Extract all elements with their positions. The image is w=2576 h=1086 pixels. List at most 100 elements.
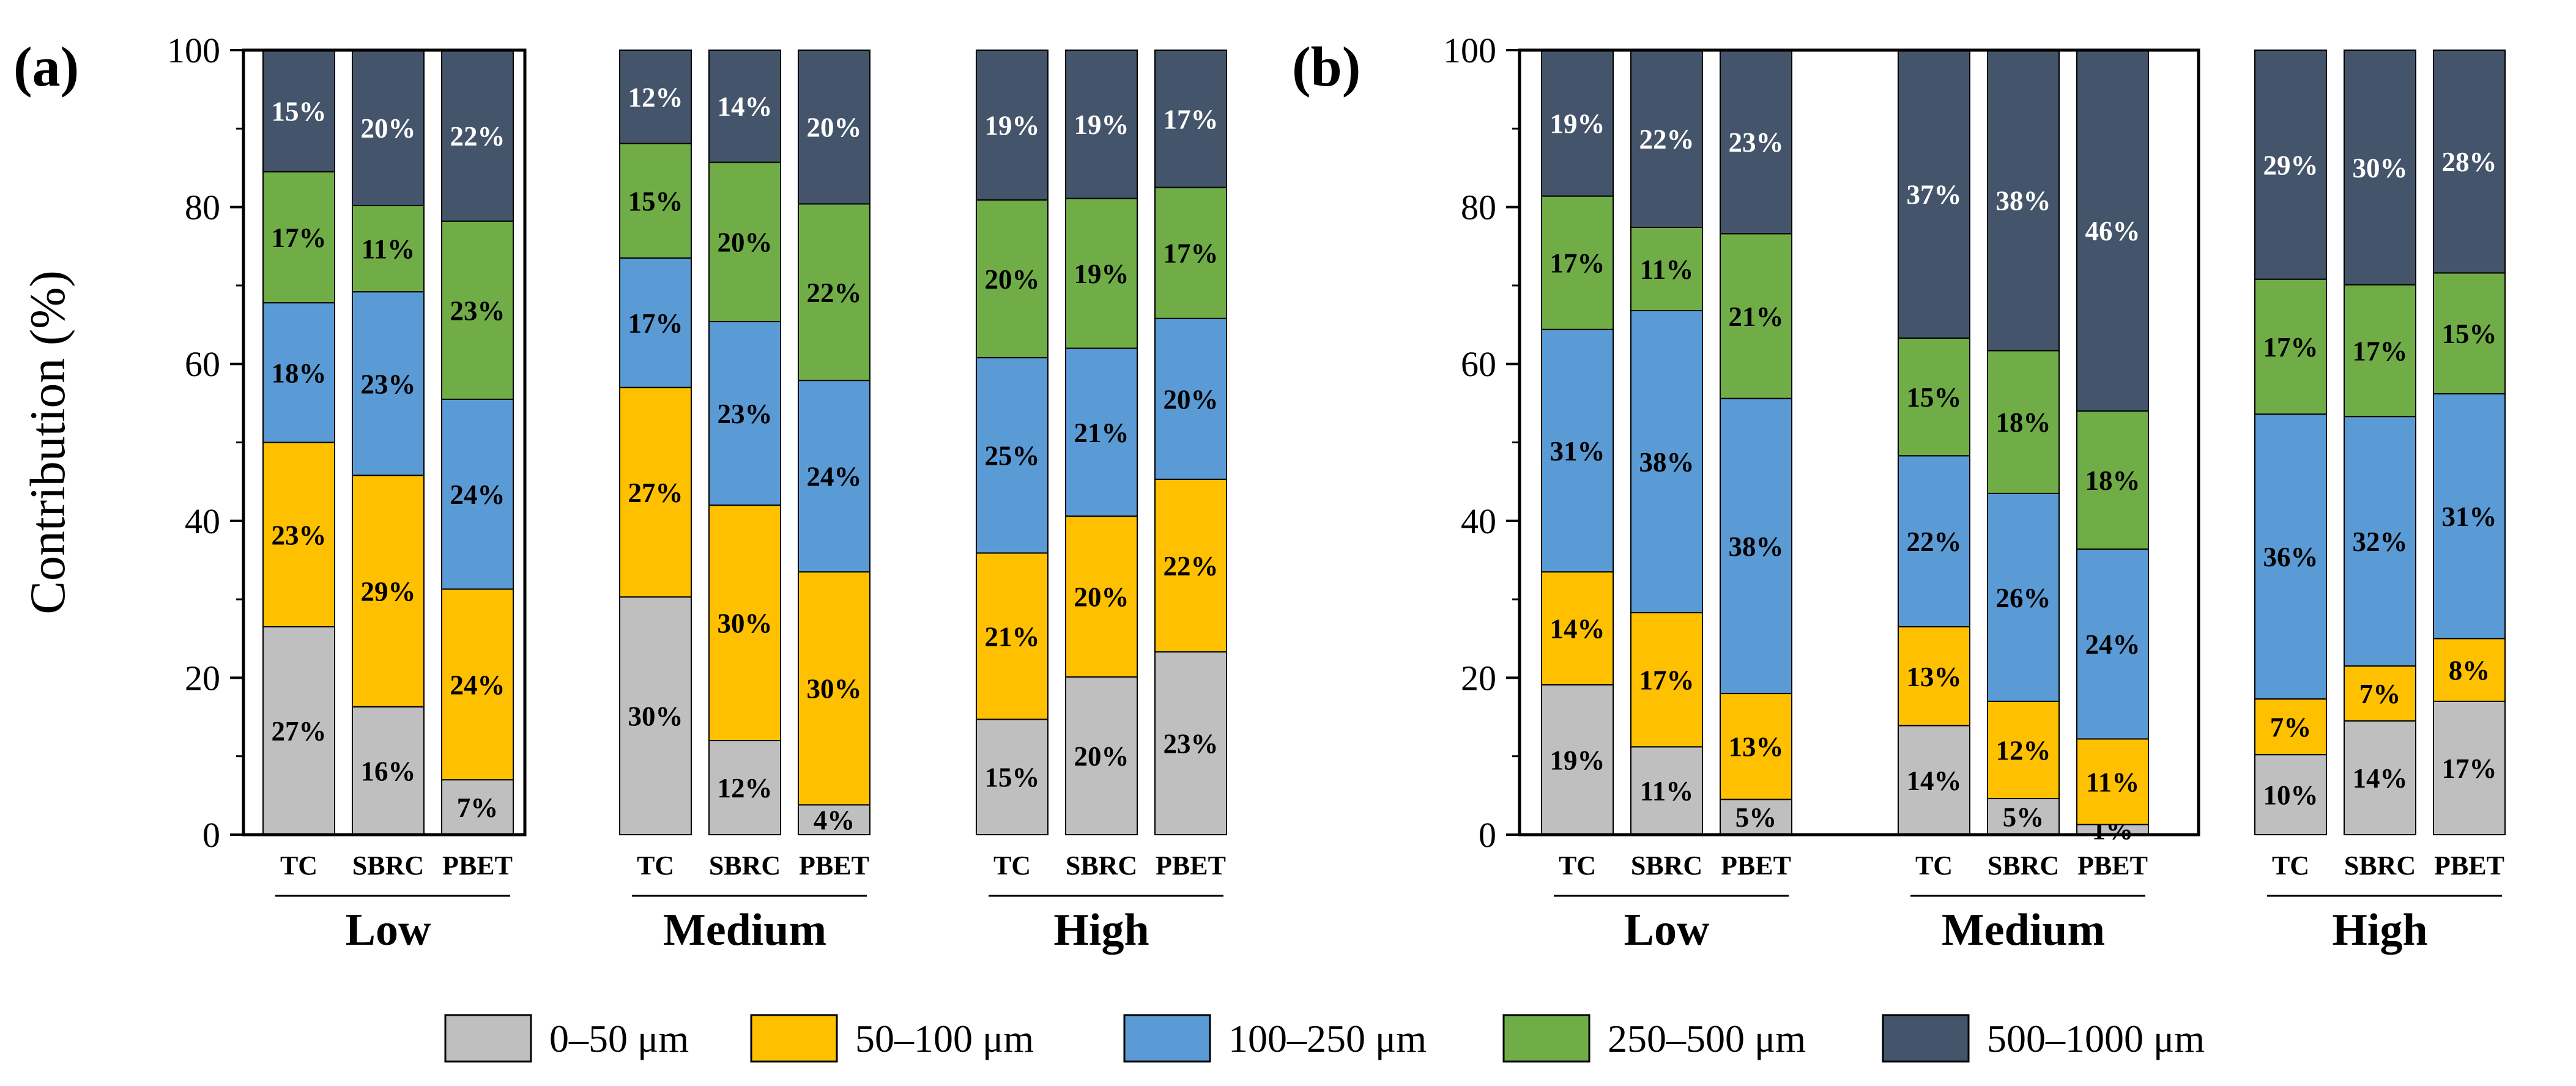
data-label-medium-tc-50-100: 27%	[628, 478, 683, 508]
bar-segment-high-sbrc-250-500	[1065, 198, 1138, 349]
data-label-low-sbrc-100-250: 23%	[361, 369, 416, 399]
y-tick-label: 0	[1479, 815, 1496, 855]
data-label-medium-sbrc-50-100: 30%	[718, 608, 773, 639]
data-label-high-sbrc-100-250: 21%	[1074, 418, 1129, 448]
legend: 0–50 μm 50–100 μm 100–250 μm 250–500 μm 500–…	[444, 1014, 2205, 1063]
y-tick-label: 100	[1443, 31, 1496, 70]
bar-segment-high-pbet-0-50	[2433, 700, 2506, 836]
data-label-medium-pbet-50-100: 11%	[2086, 767, 2140, 797]
data-label-high-pbet-100-250: 20%	[1164, 384, 1219, 415]
category-label-sbrc: SBRC	[1988, 851, 2059, 881]
data-label-medium-sbrc-0-50: 5%	[2003, 802, 2044, 832]
bar-segment-high-pbet-500-1000	[1154, 50, 1227, 188]
bar-segment-low-pbet-50-100	[1720, 693, 1792, 800]
bar-segment-medium-pbet-0-50	[798, 804, 870, 835]
data-label-high-pbet-500-1000: 17%	[1164, 104, 1219, 135]
bar-segment-high-sbrc-500-1000	[1065, 50, 1138, 199]
data-label-high-tc-0-50: 10%	[2263, 780, 2318, 811]
data-label-high-tc-50-100: 7%	[2270, 712, 2312, 743]
data-label-low-tc-0-50: 27%	[272, 716, 327, 747]
data-label-medium-sbrc-500-1000: 14%	[718, 92, 773, 122]
data-label-medium-tc-250-500: 15%	[1907, 382, 1962, 413]
data-label-low-pbet-0-50: 7%	[457, 792, 499, 823]
bar-segment-low-tc-500-1000	[262, 50, 335, 172]
bar-segment-low-sbrc-50-100	[1630, 611, 1703, 748]
data-label-low-tc-500-1000: 15%	[272, 96, 327, 127]
legend-swatch-250-500	[1502, 1014, 1591, 1063]
bar-segment-low-sbrc-100-250	[352, 291, 425, 476]
category-label-pbet: PBET	[2077, 851, 2148, 881]
bar-segment-medium-sbrc-250-500	[1987, 350, 2060, 494]
bar-segment-medium-sbrc-0-50	[708, 740, 781, 836]
data-label-high-sbrc-250-500: 17%	[2353, 336, 2408, 366]
legend-swatch-500-1000	[1882, 1014, 1970, 1063]
bar-segment-medium-tc-50-100	[619, 386, 692, 598]
data-label-medium-tc-100-250: 22%	[1907, 526, 1962, 557]
bar-segment-high-tc-100-250	[2254, 413, 2327, 700]
bar-segment-medium-tc-250-500	[1898, 337, 1970, 457]
panel-label: (b)	[1292, 35, 1360, 98]
category-label-pbet: PBET	[442, 851, 513, 881]
y-tick-label: 0	[202, 815, 220, 855]
data-label-high-sbrc-50-100: 20%	[1074, 582, 1129, 613]
category-label-tc: TC	[1915, 851, 1953, 881]
bar-segment-medium-tc-100-250	[619, 257, 692, 388]
y-tick-label: 40	[185, 501, 220, 541]
y-tick-label: 100	[167, 31, 220, 70]
data-label-low-pbet-250-500: 23%	[450, 295, 505, 326]
data-label-low-sbrc-500-1000: 20%	[361, 113, 416, 144]
data-label-high-pbet-50-100: 8%	[2449, 656, 2490, 686]
legend-label-0-50: 0–50 μm	[549, 1017, 689, 1060]
bar-segment-low-tc-50-100	[1541, 571, 1614, 685]
data-label-low-pbet-0-50: 5%	[1735, 802, 1777, 833]
data-label-medium-sbrc-250-500: 20%	[718, 227, 773, 258]
bar-segment-medium-pbet-500-1000	[798, 50, 870, 205]
bar-segment-medium-sbrc-500-1000	[708, 50, 781, 163]
bar-segment-high-tc-500-1000	[2254, 50, 2327, 280]
data-label-high-tc-50-100: 21%	[985, 621, 1040, 652]
data-label-low-tc-50-100: 23%	[272, 520, 327, 550]
bar-segment-high-sbrc-50-100	[1065, 515, 1138, 678]
data-label-high-tc-250-500: 20%	[985, 264, 1040, 295]
bar-segment-medium-tc-0-50	[1898, 725, 1970, 835]
bar-segment-medium-pbet-100-250	[798, 380, 870, 573]
data-label-high-sbrc-50-100: 7%	[2359, 679, 2401, 709]
data-label-low-sbrc-250-500: 11%	[362, 234, 415, 265]
bar-segment-medium-pbet-250-500	[2076, 410, 2149, 550]
data-label-low-tc-500-1000: 19%	[1550, 108, 1605, 139]
bar-segment-high-pbet-250-500	[1154, 187, 1227, 319]
data-label-low-sbrc-0-50: 16%	[361, 756, 416, 786]
data-label-low-pbet-250-500: 21%	[1729, 301, 1784, 332]
group-label-low: Low	[1624, 905, 1710, 955]
group-label-low: Low	[346, 905, 431, 955]
bar-segment-high-sbrc-250-500	[2344, 284, 2416, 418]
data-label-low-pbet-50-100: 13%	[1729, 732, 1784, 763]
bar-segment-medium-sbrc-100-250	[708, 320, 781, 506]
data-label-low-sbrc-0-50: 11%	[1640, 776, 1694, 807]
bar-segment-medium-tc-500-1000	[619, 50, 692, 144]
data-label-low-tc-0-50: 19%	[1550, 745, 1605, 775]
legend-swatch-0-50	[444, 1014, 532, 1063]
data-label-high-tc-100-250: 25%	[985, 441, 1040, 471]
data-label-high-pbet-250-500: 17%	[1164, 238, 1219, 269]
data-label-medium-pbet-250-500: 18%	[2085, 465, 2140, 496]
data-label-medium-tc-50-100: 13%	[1907, 662, 1962, 692]
bar-segment-medium-pbet-250-500	[798, 203, 870, 382]
category-label-tc: TC	[637, 851, 674, 881]
data-label-low-pbet-100-250: 24%	[450, 479, 505, 510]
data-label-medium-sbrc-250-500: 18%	[1996, 407, 2051, 438]
y-tick-label: 20	[185, 658, 220, 698]
bar-segment-high-pbet-100-250	[1154, 317, 1227, 480]
legend-swatch-50-100	[750, 1014, 838, 1063]
legend-label-500-1000: 500–1000 μm	[1987, 1017, 2205, 1060]
data-label-low-pbet-100-250: 38%	[1729, 531, 1784, 562]
bar-segment-high-pbet-100-250	[2433, 393, 2506, 640]
bar-segment-low-sbrc-0-50	[352, 706, 425, 835]
group-label-high: High	[2332, 905, 2427, 955]
y-tick-label: 60	[1461, 344, 1496, 384]
data-label-medium-pbet-0-50: 4%	[814, 805, 855, 836]
data-label-high-sbrc-100-250: 32%	[2353, 526, 2408, 557]
bar-segment-medium-sbrc-500-1000	[1987, 50, 2060, 352]
data-label-high-pbet-50-100: 22%	[1164, 551, 1219, 582]
